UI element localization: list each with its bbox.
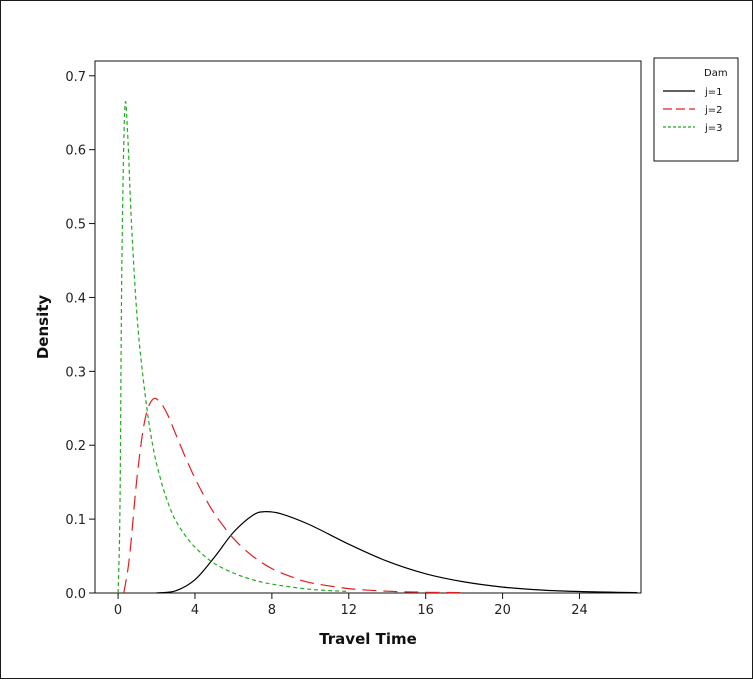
legend: Dam j=1 j=2 j=3 [653,57,739,162]
legend-label-j=2: j=2 [704,105,723,116]
x-tick-label: 4 [191,603,199,618]
series-line-j=2 [123,397,465,594]
x-tick-label: 0 [114,603,122,618]
y-tick-label: 0.7 [65,70,86,85]
x-tick-label: 20 [494,603,511,618]
series-layer [117,101,638,594]
x-axis-ticks: 0 4 8 12 16 20 24 [114,593,588,618]
y-tick-label: 0.3 [65,365,86,380]
legend-title: Dam [704,68,728,79]
y-tick-label: 0.0 [65,587,86,602]
x-axis-title: Travel Time [319,630,417,648]
y-tick-label: 0.2 [65,439,86,454]
series-line-j=1 [156,511,638,594]
legend-label-j=3: j=3 [704,123,723,134]
y-tick-label: 0.5 [65,218,86,233]
y-tick-label: 0.6 [65,144,86,159]
legend-label-j=1: j=1 [704,87,723,98]
y-tick-label: 0.1 [65,513,86,528]
x-tick-label: 24 [571,603,588,618]
y-axis-title: Density [34,295,52,360]
series-line-j=3 [117,101,349,594]
y-axis-ticks: 0.0 0.1 0.2 0.3 0.4 0.5 0.6 0.7 [65,70,95,602]
x-tick-label: 16 [417,603,434,618]
y-tick-label: 0.4 [65,291,86,306]
x-tick-label: 12 [341,603,358,618]
x-tick-label: 8 [268,603,276,618]
plot-area [94,60,642,594]
